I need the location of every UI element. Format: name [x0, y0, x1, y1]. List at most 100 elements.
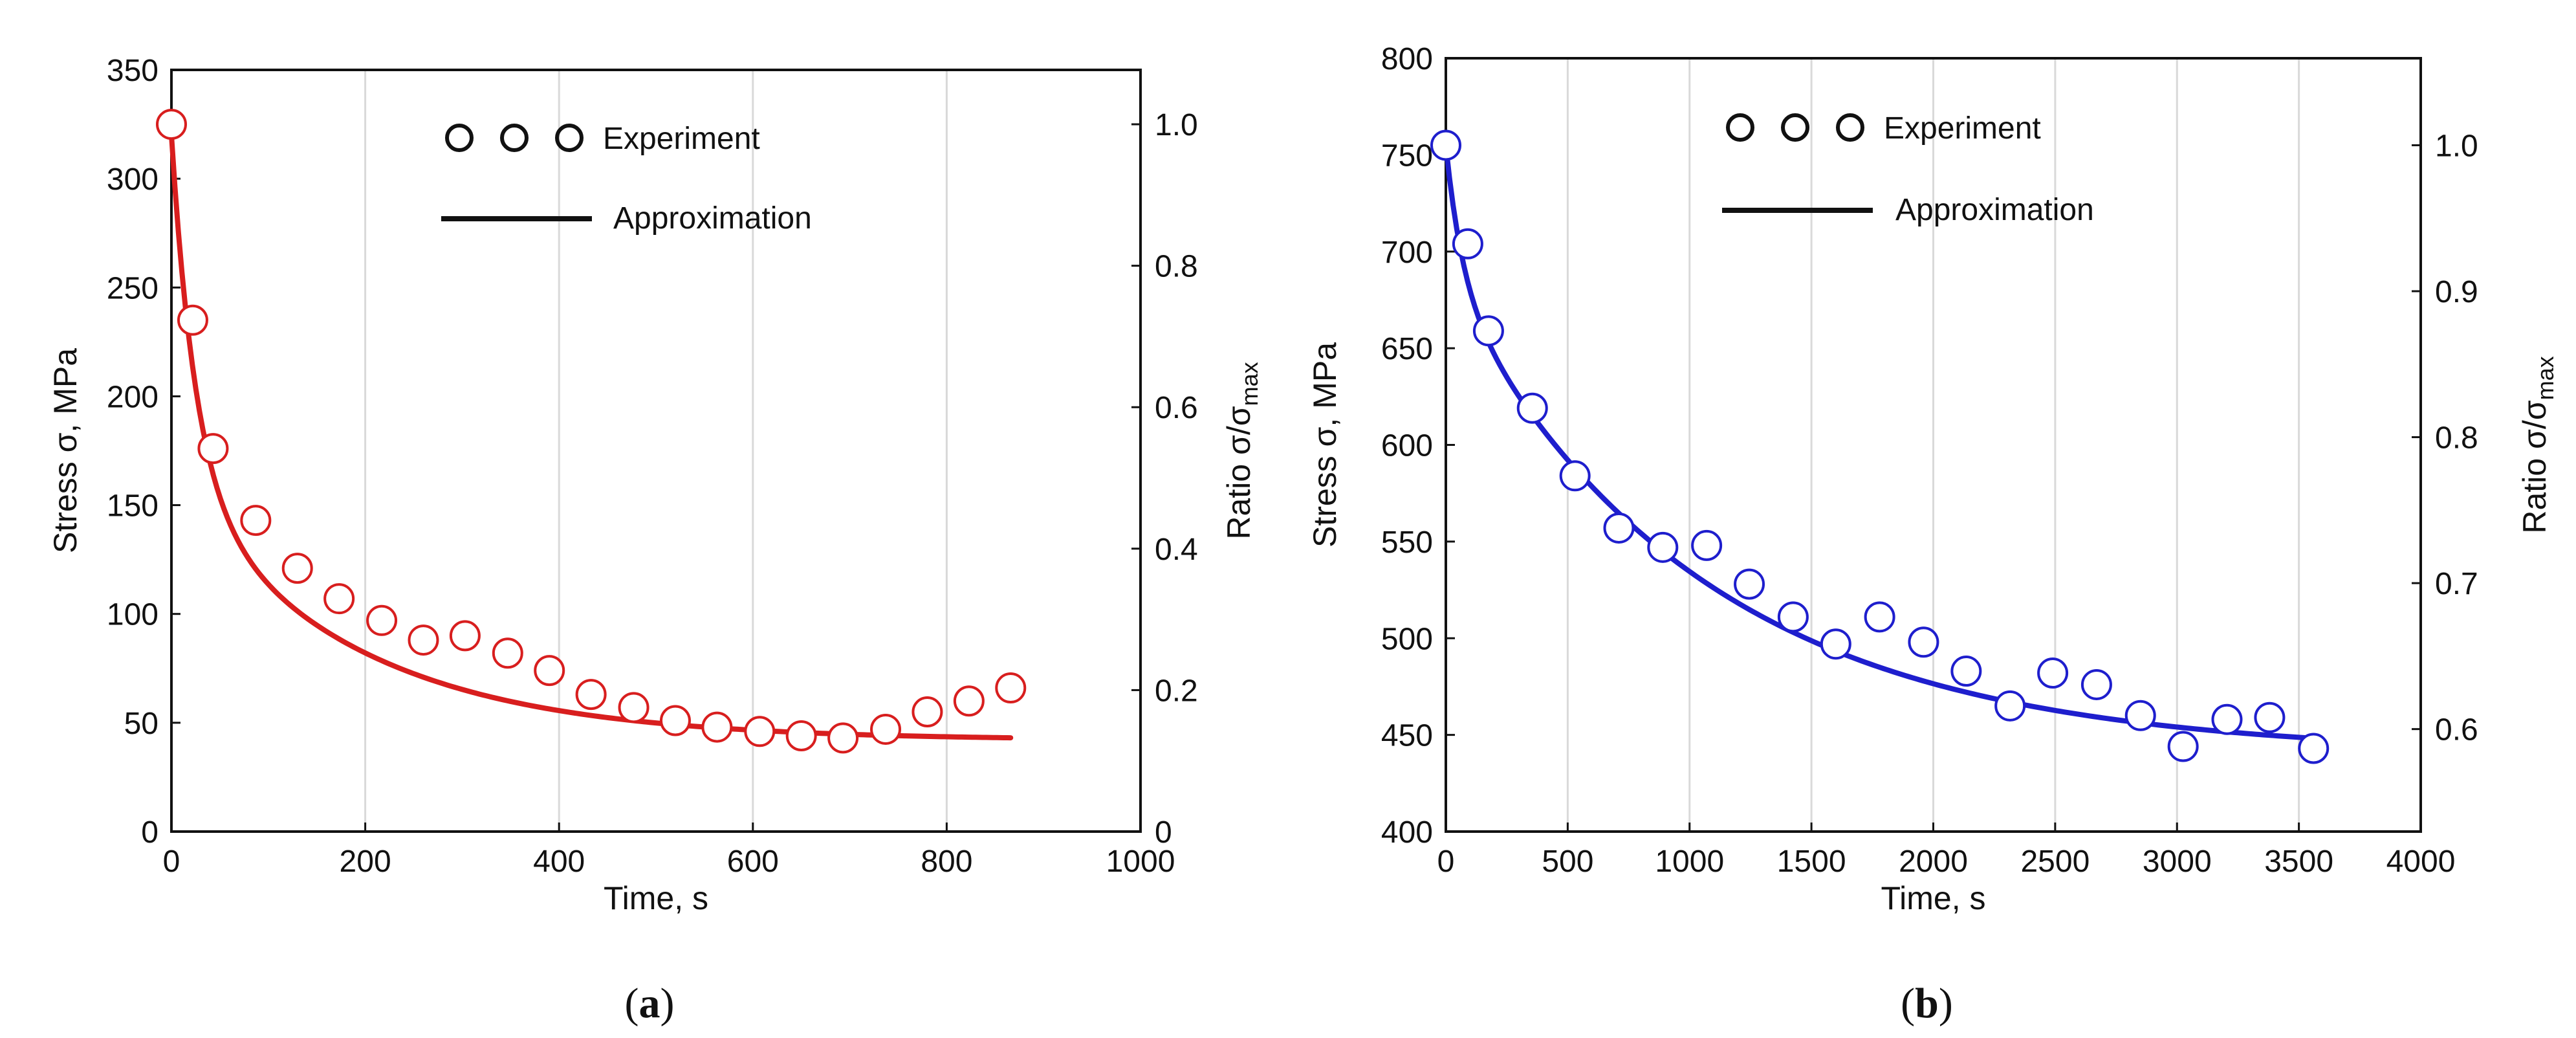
- panel-a-y2-tick-label-5: 1.0: [1155, 108, 1198, 142]
- panel-a-data-point-20: [953, 685, 985, 717]
- panel-b-subfigure-letter: b: [1915, 980, 1939, 1027]
- panel-a-y2-tick-label-4: 0.8: [1155, 250, 1198, 284]
- panel-b-legend-marker-0: [1726, 113, 1754, 142]
- panel-a-x-axis-title: Time, s: [604, 880, 708, 916]
- panel-a-data-point-8: [449, 620, 481, 652]
- panel-a-data-point-7: [408, 624, 439, 656]
- panel-b-y-tick-label-6: 700: [1381, 236, 1433, 270]
- panel-a-y-tick-label-5: 250: [107, 271, 158, 305]
- panel-a-data-point-17: [827, 722, 859, 754]
- panel-a-legend-approximation-label: Approximation: [613, 201, 812, 236]
- panel-b-y2-title-subscript: max: [2532, 356, 2559, 400]
- panel-b-data-point-12: [1908, 626, 1939, 658]
- panel-a-y-tick-label-2: 100: [107, 598, 158, 632]
- panel-b-x-tick-label-6: 3000: [2143, 845, 2212, 879]
- panel-a-y-tick-label-3: 150: [107, 489, 158, 524]
- panel-b-x-tick-label-4: 2000: [1899, 845, 1968, 879]
- panel-b-data-point-6: [1647, 531, 1679, 563]
- panel-b-y-tick-label-7: 750: [1381, 138, 1433, 173]
- panel-b-data-point-13: [1950, 656, 1982, 687]
- panel-a-data-point-19: [911, 696, 943, 728]
- panel-a-x-tick-label-0: 0: [163, 845, 180, 879]
- panel-a-data-point-13: [659, 705, 691, 736]
- panel-a-legend-marker-1: [500, 124, 529, 152]
- panel-b-x-tick-label-3: 1500: [1777, 845, 1846, 879]
- panel-b-y2-title-main: Ratio σ/σ: [2516, 400, 2553, 533]
- panel-b-y-tick-label-4: 600: [1381, 429, 1433, 463]
- panel-b-x-tick-label-7: 3500: [2264, 845, 2333, 879]
- panel-a-legend-marker-2: [555, 124, 584, 152]
- panel-b-approximation-line: [1443, 142, 2317, 741]
- panel-a-y2-title-main: Ratio σ/σ: [1221, 406, 1257, 539]
- panel-b-y-tick-label-2: 500: [1381, 622, 1433, 656]
- panel-a-legend-experiment-label: Experiment: [603, 122, 760, 156]
- panel-b-data-point-2: [1472, 315, 1504, 347]
- panel-a-y-axis-ticks: 0 50 100 150 200 250 300 350: [107, 54, 180, 850]
- panel-b-data-point-19: [2211, 703, 2243, 735]
- panel-b-y2-axis-title: Ratio σ/σmax: [2516, 356, 2559, 533]
- panel-a-data-point-2: [197, 433, 229, 465]
- panel-a-data-point-4: [281, 553, 313, 584]
- panel-b-y2-tick-label-4: 1.0: [2435, 129, 2478, 163]
- panel-b-legend-markers: [1726, 113, 1864, 142]
- panel-a-y-tick-label-1: 50: [124, 707, 158, 741]
- panel-b-y-tick-label-0: 400: [1381, 815, 1433, 850]
- panel-a-y2-tick-label-1: 0.2: [1155, 674, 1198, 708]
- panel-a-y-tick-label-7: 350: [107, 54, 158, 88]
- panel-a-plot-frame: [170, 69, 1142, 833]
- panel-b-y-tick-label-1: 450: [1381, 719, 1433, 753]
- panel-a-data-point-12: [618, 692, 649, 723]
- panel-a-data-point-1: [177, 304, 208, 336]
- panel-b-x-axis-ticks: 0 500 1000 1500 2000 2500 3000 3500 4000: [1437, 823, 2456, 879]
- panel-a-y-tick-label-6: 300: [107, 162, 158, 197]
- panel-a-y2-axis-title: Ratio σ/σmax: [1221, 362, 1263, 539]
- panel-b-data-point-7: [1691, 529, 1723, 561]
- panel-a-data-point-11: [575, 679, 607, 711]
- panel-b-data-point-11: [1864, 601, 1895, 633]
- panel-a-data-point-0: [156, 109, 187, 140]
- panel-a-legend-marker-0: [445, 124, 474, 152]
- panel-a-data-point-10: [534, 655, 565, 687]
- panel-a-x-tick-label-1: 200: [340, 845, 391, 879]
- panel-b-x-axis-title: Time, s: [1881, 880, 1985, 916]
- panel-b-data-point-9: [1777, 601, 1809, 633]
- panel-a-data-point-9: [492, 637, 523, 669]
- panel-b-data-point-15: [2037, 657, 2069, 689]
- panel-b-y2-tick-label-0: 0.6: [2435, 713, 2478, 747]
- panel-b-y2-tick-label-2: 0.8: [2435, 421, 2478, 456]
- panel-b-x-tick-label-0: 0: [1437, 845, 1455, 879]
- panel-a-y-axis-title: Stress σ, MPa: [47, 348, 83, 553]
- panel-a-legend-markers: [445, 124, 584, 152]
- panel-a-data-point-18: [870, 713, 902, 745]
- panel-b-legend: Experiment Approximation: [1722, 111, 2094, 227]
- panel-b-legend-marker-1: [1781, 113, 1809, 142]
- panel-b-x-tick-label-1: 500: [1542, 845, 1593, 879]
- panel-b-data-point-1: [1452, 228, 1483, 260]
- panel-b-x-tick-label-8: 4000: [2386, 845, 2456, 879]
- panel-b-y-tick-label-5: 650: [1381, 332, 1433, 366]
- panel-b-y-tick-label-8: 800: [1381, 42, 1433, 76]
- panel-b-data-point-8: [1734, 568, 1765, 600]
- panel-a-data-point-3: [240, 505, 272, 536]
- panel-a-y-tick-label-0: 0: [141, 815, 158, 850]
- panel-b-data-point-16: [2080, 668, 2112, 700]
- panel-b-legend-approximation-label: Approximation: [1895, 193, 2094, 227]
- panel-a-experiment-points: [156, 109, 1027, 754]
- panel-a-data-point-6: [366, 604, 398, 636]
- panel-b-data-point-10: [1820, 628, 1851, 660]
- panel-a-y2-tick-label-2: 0.4: [1155, 533, 1198, 567]
- panel-a-subfigure-letter: a: [639, 980, 660, 1027]
- panel-a-y2-title-subscript: max: [1236, 362, 1263, 406]
- chart-panel-b: 0 500 1000 1500 2000 2500 3000 3500 4000 400 450 5…: [1307, 42, 2559, 1027]
- panel-b-legend-marker-2: [1836, 113, 1864, 142]
- panel-b-data-point-4: [1559, 460, 1591, 492]
- panel-a-gridlines: [364, 70, 948, 832]
- panel-b-y-axis-title: Stress σ, MPa: [1307, 342, 1343, 547]
- panel-b-data-point-20: [2254, 701, 2286, 733]
- panel-a-data-point-14: [701, 711, 733, 743]
- panel-b-x-tick-label-5: 2500: [2020, 845, 2090, 879]
- panel-b-gridlines: [1566, 58, 2300, 832]
- panel-b-legend-experiment-label: Experiment: [1884, 111, 2041, 146]
- panel-a-x-tick-label-5: 1000: [1106, 845, 1175, 879]
